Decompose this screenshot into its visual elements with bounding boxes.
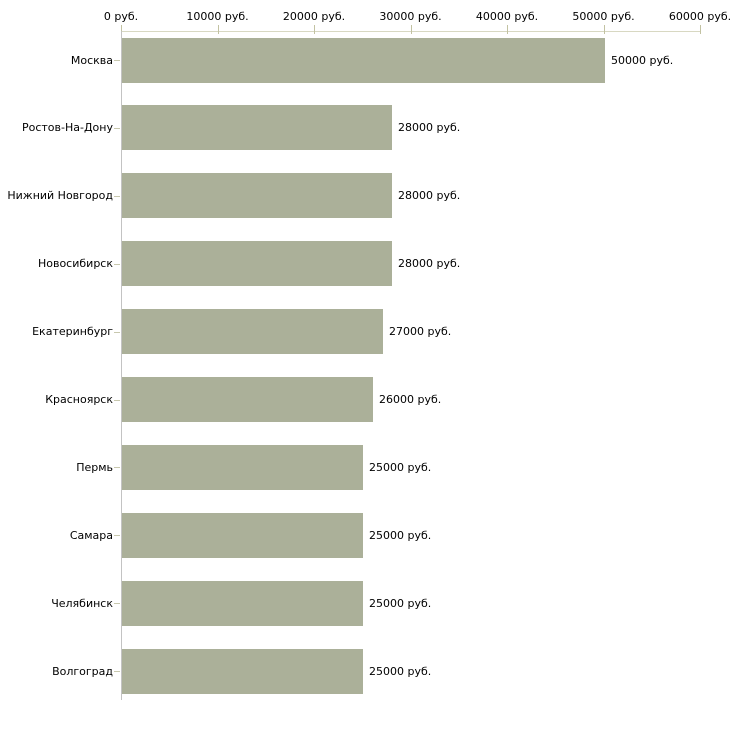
category-label: Новосибирск bbox=[37, 257, 113, 270]
bar bbox=[122, 105, 392, 150]
x-axis-tick-label: 20000 руб. bbox=[282, 10, 346, 23]
bar bbox=[122, 241, 392, 286]
value-label: 27000 руб. bbox=[389, 325, 452, 338]
bar bbox=[122, 445, 363, 490]
x-axis-tick bbox=[314, 25, 315, 34]
category-tick bbox=[114, 60, 120, 61]
bar bbox=[122, 581, 363, 626]
category-label: Пермь bbox=[76, 461, 113, 474]
category-tick bbox=[114, 671, 120, 672]
x-axis-tick-label: 30000 руб. bbox=[379, 10, 442, 23]
y-axis-line bbox=[121, 31, 122, 700]
category-label: Самара bbox=[69, 529, 113, 542]
x-axis-line bbox=[121, 31, 700, 32]
value-label: 28000 руб. bbox=[398, 257, 461, 270]
category-label: Волгоград bbox=[52, 665, 113, 678]
value-label: 25000 руб. bbox=[369, 597, 432, 610]
bar bbox=[122, 513, 363, 558]
x-axis-tick-label: 0 руб. bbox=[103, 10, 139, 23]
category-label: Екатеринбург bbox=[32, 325, 113, 338]
category-tick bbox=[114, 400, 120, 401]
value-label: 28000 руб. bbox=[398, 189, 461, 202]
category-tick bbox=[114, 332, 120, 333]
x-axis-tick bbox=[218, 25, 219, 34]
category-label: Красноярск bbox=[45, 393, 113, 406]
bar bbox=[122, 173, 392, 218]
category-label: Челябинск bbox=[51, 597, 113, 610]
category-tick bbox=[114, 467, 120, 468]
bar bbox=[122, 649, 363, 694]
x-axis-tick-label: 50000 руб. bbox=[572, 10, 635, 23]
value-label: 25000 руб. bbox=[369, 461, 432, 474]
category-label: Нижний Новгород bbox=[7, 189, 113, 202]
x-axis-tick bbox=[700, 25, 701, 34]
category-label: Москва bbox=[70, 54, 113, 67]
category-label: Ростов-На-Дону bbox=[21, 121, 113, 134]
category-tick bbox=[114, 603, 120, 604]
value-label: 25000 руб. bbox=[369, 529, 432, 542]
x-axis-tick-label: 40000 руб. bbox=[475, 10, 539, 23]
x-axis-tick bbox=[411, 25, 412, 34]
x-axis-tick bbox=[507, 25, 508, 34]
category-tick bbox=[114, 264, 120, 265]
bar bbox=[122, 38, 605, 83]
x-axis-tick-label: 10000 руб. bbox=[186, 10, 249, 23]
category-tick bbox=[114, 196, 120, 197]
bar bbox=[122, 309, 383, 354]
value-label: 28000 руб. bbox=[398, 121, 461, 134]
x-axis-tick bbox=[604, 25, 605, 34]
bar bbox=[122, 377, 373, 422]
value-label: 50000 руб. bbox=[611, 54, 674, 67]
x-axis-tick-label: 60000 руб. bbox=[668, 10, 730, 23]
category-tick bbox=[114, 535, 120, 536]
category-tick bbox=[114, 128, 120, 129]
value-label: 26000 руб. bbox=[379, 393, 442, 406]
x-axis-tick bbox=[121, 25, 122, 34]
value-label: 25000 руб. bbox=[369, 665, 432, 678]
